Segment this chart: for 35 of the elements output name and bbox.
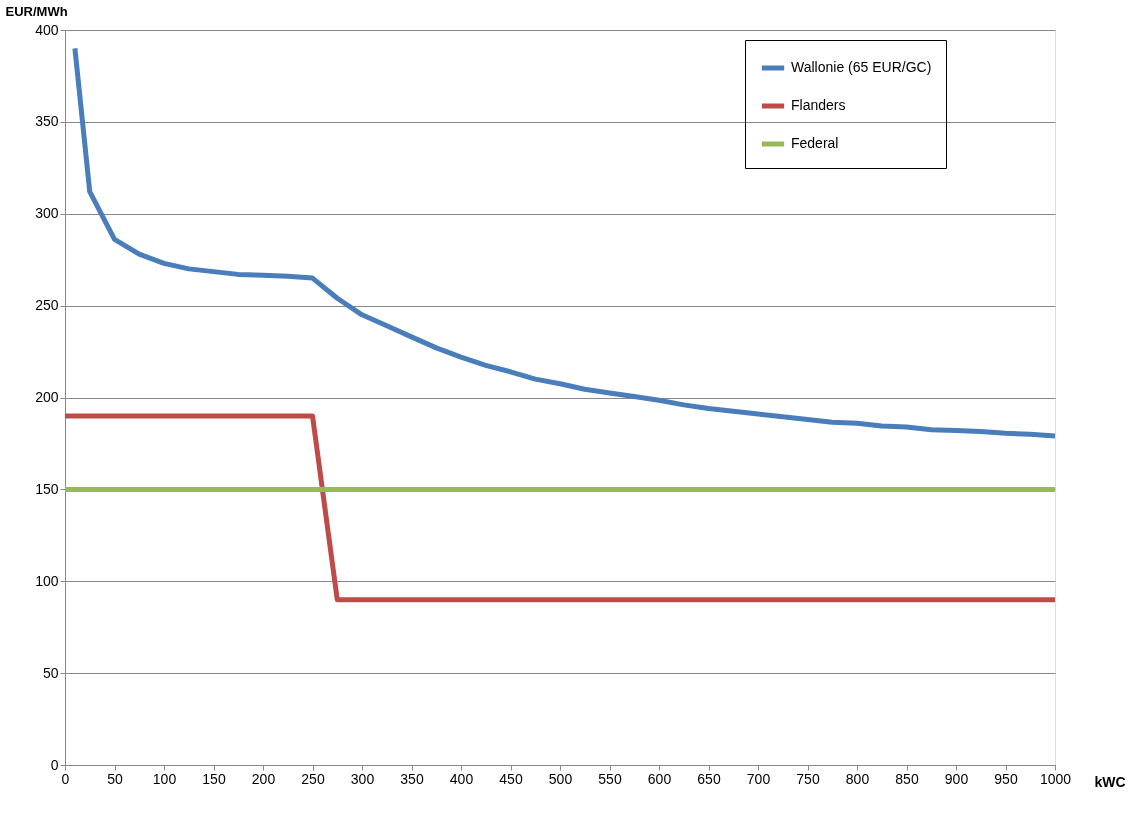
- legend-label: Flanders: [791, 97, 846, 113]
- x-tick-label: 200: [251, 770, 276, 787]
- y-tick-label: 150: [35, 480, 59, 497]
- x-tick-label: 150: [202, 770, 226, 787]
- x-tick-label: 650: [697, 770, 721, 787]
- y-tick-label: 0: [50, 756, 59, 773]
- x-tick-label: 950: [994, 770, 1018, 787]
- y-tick-label: 50: [42, 664, 59, 681]
- x-tick-label: 100: [152, 770, 177, 787]
- y-tick-label: 200: [35, 389, 59, 405]
- x-axis-title: kWC: [1094, 773, 1126, 790]
- x-tick-label: 800: [845, 770, 870, 787]
- y-tick-label: 100: [35, 572, 59, 589]
- x-tick-label: 400: [449, 770, 474, 787]
- y-tick-label: 400: [35, 21, 59, 38]
- legend-label: Federal: [791, 135, 839, 151]
- x-tick-label: 350: [400, 770, 424, 787]
- x-tick-label: 550: [598, 770, 622, 787]
- x-tick-label: 250: [301, 770, 325, 787]
- y-tick-label: 350: [35, 113, 59, 130]
- x-tick-label: 500: [548, 770, 573, 787]
- y-tick-label: 300: [35, 205, 59, 222]
- y-tick-label: 250: [35, 297, 59, 314]
- x-tick-label: 450: [499, 770, 523, 787]
- x-tick-label: 0: [61, 770, 70, 787]
- x-tick-label: 300: [350, 770, 375, 787]
- x-tick-label: 600: [647, 770, 672, 787]
- legend-label: Wallonie (65 EUR/GC): [791, 59, 932, 75]
- x-tick-label: 700: [746, 770, 771, 787]
- x-tick-label: 850: [895, 770, 919, 787]
- x-tick-label: 750: [796, 770, 820, 787]
- y-axis-title: EUR/MWh: [5, 3, 68, 19]
- x-tick-label: 1000: [1039, 770, 1072, 787]
- x-tick-label: 900: [944, 770, 969, 787]
- x-tick-label: 50: [107, 770, 123, 787]
